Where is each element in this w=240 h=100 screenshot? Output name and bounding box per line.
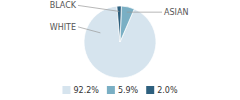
pie-slice [84,6,156,78]
legend-label: 92.2% [73,86,99,95]
annotation-line [78,5,119,11]
legend-item: 2.0% [146,86,178,95]
legend-swatch [146,86,154,94]
annotations: WHITE ASIAN BLACK [50,1,189,33]
annotation: BLACK [50,1,77,10]
legend-label: 2.0% [157,86,178,95]
legend-label: 5.9% [118,86,139,95]
legend-item: 5.9% [107,86,139,95]
pie [84,6,156,78]
pie-slice [120,6,134,42]
legend-swatch [107,86,115,94]
annotation-line [127,12,162,13]
legend-swatch [62,86,70,94]
annotation-line [78,27,100,33]
annotation: WHITE [50,23,76,32]
annotation: ASIAN [164,8,188,17]
chart: WHITE ASIAN BLACK 92.2% 5.9% 2.0% [0,0,240,100]
legend-item: 92.2% [62,86,99,95]
legend: 92.2% 5.9% 2.0% [62,86,177,95]
